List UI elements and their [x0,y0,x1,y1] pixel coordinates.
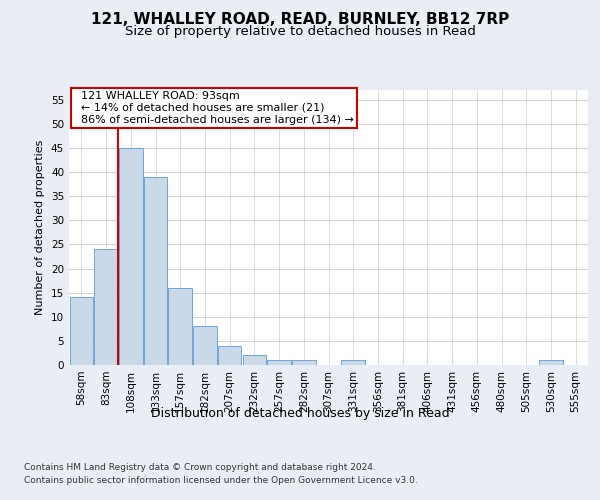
Bar [539,360,563,365]
Bar [268,360,291,365]
Bar [218,346,241,365]
Text: 121, WHALLEY ROAD, READ, BURNLEY, BB12 7RP: 121, WHALLEY ROAD, READ, BURNLEY, BB12 7… [91,12,509,28]
Text: Contains public sector information licensed under the Open Government Licence v3: Contains public sector information licen… [24,476,418,485]
Bar [292,360,316,365]
Bar [341,360,365,365]
Bar [242,356,266,365]
Text: Contains HM Land Registry data © Crown copyright and database right 2024.: Contains HM Land Registry data © Crown c… [24,462,376,471]
Bar [70,298,93,365]
Text: Distribution of detached houses by size in Read: Distribution of detached houses by size … [151,408,449,420]
Bar [144,177,167,365]
Text: 121 WHALLEY ROAD: 93sqm
  ← 14% of detached houses are smaller (21)
  86% of sem: 121 WHALLEY ROAD: 93sqm ← 14% of detache… [74,92,354,124]
Bar [94,249,118,365]
Y-axis label: Number of detached properties: Number of detached properties [35,140,46,315]
Bar [193,326,217,365]
Bar [169,288,192,365]
Text: Size of property relative to detached houses in Read: Size of property relative to detached ho… [125,25,475,38]
Bar [119,148,143,365]
